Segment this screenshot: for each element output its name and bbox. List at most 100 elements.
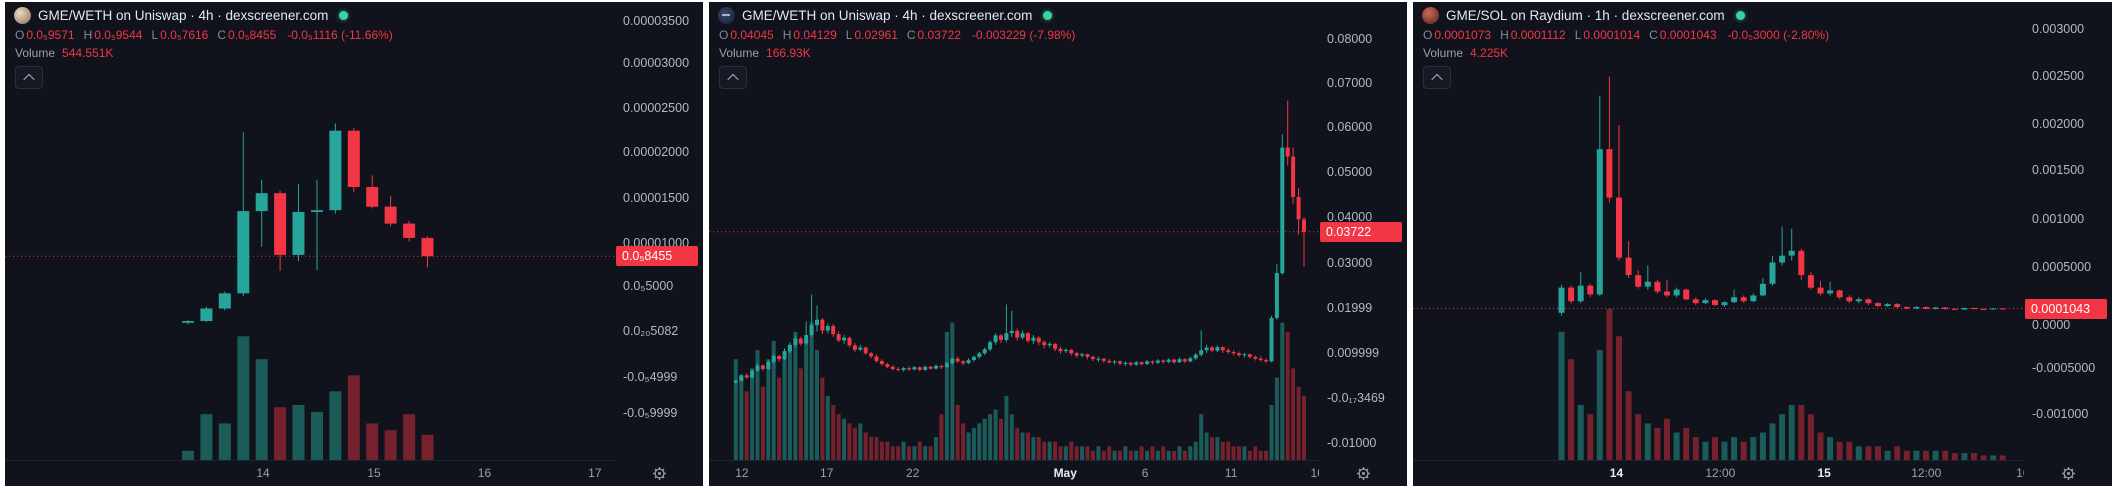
axis-settings-button[interactable] [1319,462,1407,484]
ohlc-item: H 0.0001112 [1500,28,1566,42]
chevron-up-icon [1431,73,1443,85]
price-axis-label: 0.001000 [2032,211,2085,226]
time-axis[interactable]: 12 17 22 May 6 11 16 [709,460,1319,486]
ohlc-value: 0.0001043 [1659,28,1717,42]
time-axis-label: 6 [1141,466,1149,480]
price-axis-label: -0.0₁₇3469 [1327,390,1385,405]
ohlc-item: L 0.0001014 [1575,28,1640,42]
price-axis-label: 0.00003500 [623,13,690,28]
chart-panel-gme-weth-4h: GME/WETH on Uniswap · 4h · dexscreener.c… [5,2,703,486]
ohlc-value: 0.03722 [917,28,961,42]
time-axis-label: 16 [2016,466,2024,480]
candlestick-plot[interactable] [1413,2,2024,460]
price-axis-label: 0.00002500 [623,100,690,115]
chart-header: GME/SOL on Raydium · 1h · dexscreener.co… [1422,7,1745,24]
axis-settings-button[interactable] [2024,462,2112,484]
price-axis-label: -0.0₅4999 [623,369,678,384]
ohlc-item: L 0.02961 [846,28,898,42]
candlestick-plot[interactable] [5,2,615,460]
ohlc-value: 0.0001014 [1583,28,1641,42]
collapse-pane-button[interactable] [15,66,43,89]
price-axis-label: 0.002000 [2032,116,2085,131]
collapse-pane-button[interactable] [1423,66,1451,89]
live-status-dot-icon [339,11,349,20]
ohlc-row: O 0.0₅9571 H 0.0₅9544 L 0.0₅7616 C 0.0₅8455 -0.0… [15,28,393,42]
axis-settings-button[interactable] [615,462,703,484]
volume-row: Volume 544.551K [15,46,113,60]
ohlc-item: O 0.0₅9571 [15,28,75,42]
time-axis-label: 12 [735,466,749,480]
ohlc-value: 0.0₅9544 [94,28,143,42]
ohlc-value: 0.0₅7616 [160,28,209,42]
volume-label: Volume [15,46,56,60]
volume-value: 166.93K [766,46,811,60]
price-axis-label: 0.01999 [1327,300,1373,315]
current-price-badge: 0.03722 [1320,221,1402,242]
change-value: -0.0₅3000 (-2.80%) [1727,28,1830,42]
price-axis-label: 0.07000 [1327,75,1373,90]
ohlc-label: H [782,28,792,42]
collapse-pane-button[interactable] [719,66,747,89]
ohlc-label: H [83,28,93,42]
ohlc-value: 0.04129 [793,28,837,42]
volume-label: Volume [1423,46,1464,60]
candles-layer [1558,76,2006,316]
ohlc-value: 0.0₅8455 [228,28,277,42]
time-axis[interactable]: 14 15 16 17 [5,460,615,486]
time-axis-label: 17 [588,466,602,480]
price-axis[interactable]: 0.08000 0.07000 0.06000 0.05000 0.04000 0.030… [1319,2,1407,460]
ohlc-label: L [1574,28,1582,42]
live-status-dot-icon [1043,11,1053,20]
price-axis-label: 0.00001500 [623,190,690,205]
volume-value: 4.225K [1470,46,1509,60]
price-axis-label: 0.06000 [1327,119,1373,134]
ohlc-item: H 0.0₅9544 [84,28,143,42]
time-axis-label: 12:00 [1911,466,1942,480]
price-axis-label: 0.0₅5000 [623,278,674,293]
price-axis-label: 0.00002000 [623,145,690,160]
price-axis-label: 0.0000 [2032,317,2071,332]
ohlc-item: L 0.0₅7616 [151,28,208,42]
chart-panel-gme-weth-4h-long: GME/WETH on Uniswap · 4h · dexscreener.c… [709,2,1407,486]
ohlc-label: O [15,28,25,42]
price-axis-label: 0.00003000 [623,55,690,70]
pair-logo-icon [718,7,735,24]
candles-layer [733,100,1306,385]
current-price-badge: 0.0001043 [2025,298,2107,319]
price-axis-label: 0.05000 [1327,164,1373,179]
price-axis-label: -0.001000 [2032,407,2089,422]
time-axis-label: 14 [256,466,270,480]
time-axis[interactable]: 14 12:00 15 12:00 16 [1413,460,2024,486]
ohlc-label: L [151,28,159,42]
live-status-dot-icon [1735,11,1745,20]
pair-logo-icon [1422,7,1439,24]
price-axis-label: -0.0₅9999 [623,406,678,421]
price-axis-label: 0.04000 [1327,209,1373,224]
price-axis[interactable]: 0.003000 0.002500 0.002000 0.001500 0.001000… [2024,2,2112,460]
gear-icon [1356,466,1370,480]
chart-title: GME/SOL on Raydium · 1h · dexscreener.co… [1446,8,1725,23]
chart-title: GME/WETH on Uniswap · 4h · dexscreener.c… [742,8,1033,23]
ohlc-row: O 0.0001073 H 0.0001112 L 0.0001014 C 0.0001043… [1423,28,1829,42]
ohlc-value: 0.0₅9571 [26,28,75,42]
time-axis-label: 16 [1310,466,1319,480]
ohlc-label: O [1423,28,1433,42]
ohlc-label: L [845,28,853,42]
price-axis-label: 0.002500 [2032,68,2085,83]
price-axis[interactable]: 0.00003500 0.00003000 0.00002500 0.00002000… [615,2,703,460]
ohlc-label: C [217,28,227,42]
candlestick-plot[interactable] [709,2,1319,460]
ohlc-row: O 0.04045 H 0.04129 L 0.02961 C 0.03722 -0.00322… [719,28,1075,42]
ohlc-label: C [906,28,916,42]
ohlc-item: C 0.0₅8455 [217,28,276,42]
ohlc-value: 0.0001073 [1434,28,1492,42]
gear-icon [2061,466,2075,480]
price-axis-label: 0.03000 [1327,255,1373,270]
price-axis-label: 0.009999 [1327,345,1380,360]
ohlc-value: 0.0001112 [1510,28,1566,42]
volume-value: 544.551K [62,46,114,60]
chart-title: GME/WETH on Uniswap · 4h · dexscreener.c… [38,8,329,23]
chevron-up-icon [727,73,739,85]
ohlc-item: C 0.03722 [907,28,961,42]
